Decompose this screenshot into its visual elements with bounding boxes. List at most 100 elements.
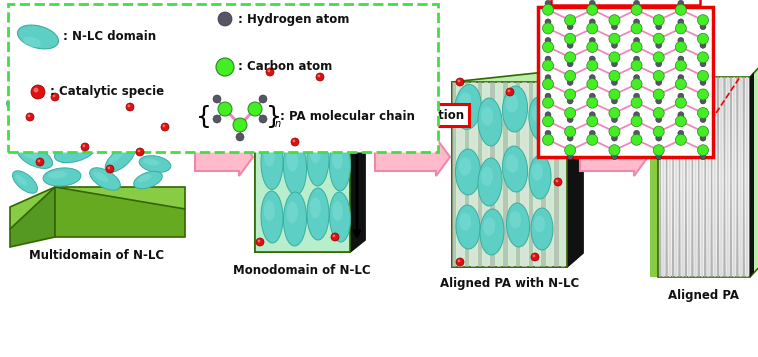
Circle shape [678,112,684,118]
Ellipse shape [332,149,343,169]
Circle shape [331,233,339,241]
Ellipse shape [264,79,275,101]
Ellipse shape [109,94,124,101]
Circle shape [565,15,575,26]
Circle shape [634,56,640,62]
Polygon shape [750,72,754,277]
Ellipse shape [156,135,184,149]
FancyBboxPatch shape [255,82,350,252]
Polygon shape [688,77,691,277]
Ellipse shape [105,146,135,172]
Circle shape [634,37,640,44]
Ellipse shape [330,139,350,191]
Ellipse shape [10,103,23,112]
Circle shape [697,126,709,137]
Circle shape [653,126,664,137]
Ellipse shape [529,155,551,199]
Circle shape [126,103,134,111]
Circle shape [567,116,573,122]
Polygon shape [707,77,709,277]
Text: : Hydrogen atom: : Hydrogen atom [238,12,349,25]
Circle shape [556,180,559,182]
Ellipse shape [506,94,518,113]
Ellipse shape [43,168,81,186]
Circle shape [136,148,144,156]
FancyBboxPatch shape [484,82,488,267]
Circle shape [33,87,39,92]
Ellipse shape [310,84,321,106]
Circle shape [612,79,618,85]
Text: : PA molecular chain: : PA molecular chain [280,111,415,124]
Ellipse shape [330,83,350,135]
Circle shape [631,60,642,71]
Circle shape [675,23,686,34]
FancyBboxPatch shape [490,82,495,267]
Circle shape [565,145,575,156]
Circle shape [634,93,640,99]
Polygon shape [678,77,681,277]
FancyBboxPatch shape [471,82,475,267]
Circle shape [587,60,598,71]
Circle shape [37,160,40,162]
Polygon shape [750,62,758,277]
Circle shape [609,33,620,44]
FancyBboxPatch shape [478,82,482,267]
Ellipse shape [127,104,153,130]
Circle shape [213,95,221,103]
Ellipse shape [509,211,521,228]
Circle shape [612,61,618,67]
Circle shape [545,93,551,99]
Circle shape [678,19,684,25]
Ellipse shape [287,202,298,223]
Text: n: n [275,119,281,129]
Polygon shape [746,77,748,277]
Circle shape [161,123,169,131]
Ellipse shape [283,192,306,246]
Ellipse shape [532,105,543,122]
Ellipse shape [133,171,162,189]
Polygon shape [743,77,745,277]
Circle shape [258,240,260,242]
Ellipse shape [60,145,80,154]
Ellipse shape [459,157,471,176]
Circle shape [612,116,618,122]
Circle shape [612,98,618,104]
Text: Monodomain of N-LC: Monodomain of N-LC [233,264,371,277]
Ellipse shape [63,90,79,96]
Ellipse shape [88,107,105,113]
Ellipse shape [83,104,117,120]
Ellipse shape [77,126,95,134]
Polygon shape [669,77,671,277]
Polygon shape [567,68,583,267]
Circle shape [612,42,618,48]
Ellipse shape [283,83,306,141]
Circle shape [554,178,562,186]
Ellipse shape [529,97,551,141]
Circle shape [565,107,575,119]
Circle shape [653,33,664,44]
Circle shape [700,135,706,141]
Circle shape [51,93,59,101]
Circle shape [697,52,709,63]
Ellipse shape [55,141,96,163]
Circle shape [259,115,267,123]
Circle shape [543,116,553,127]
Circle shape [609,126,620,137]
Circle shape [27,115,30,117]
Ellipse shape [71,122,108,142]
Ellipse shape [22,150,39,160]
FancyBboxPatch shape [522,82,527,267]
Circle shape [545,37,551,44]
FancyBboxPatch shape [538,7,713,157]
Circle shape [653,70,664,81]
Polygon shape [739,77,742,277]
Ellipse shape [532,163,543,181]
Circle shape [532,255,535,257]
Circle shape [656,154,662,160]
Circle shape [567,154,573,160]
Ellipse shape [163,108,187,122]
Circle shape [567,61,573,67]
Circle shape [259,95,267,103]
Circle shape [700,116,706,122]
Ellipse shape [43,99,77,119]
